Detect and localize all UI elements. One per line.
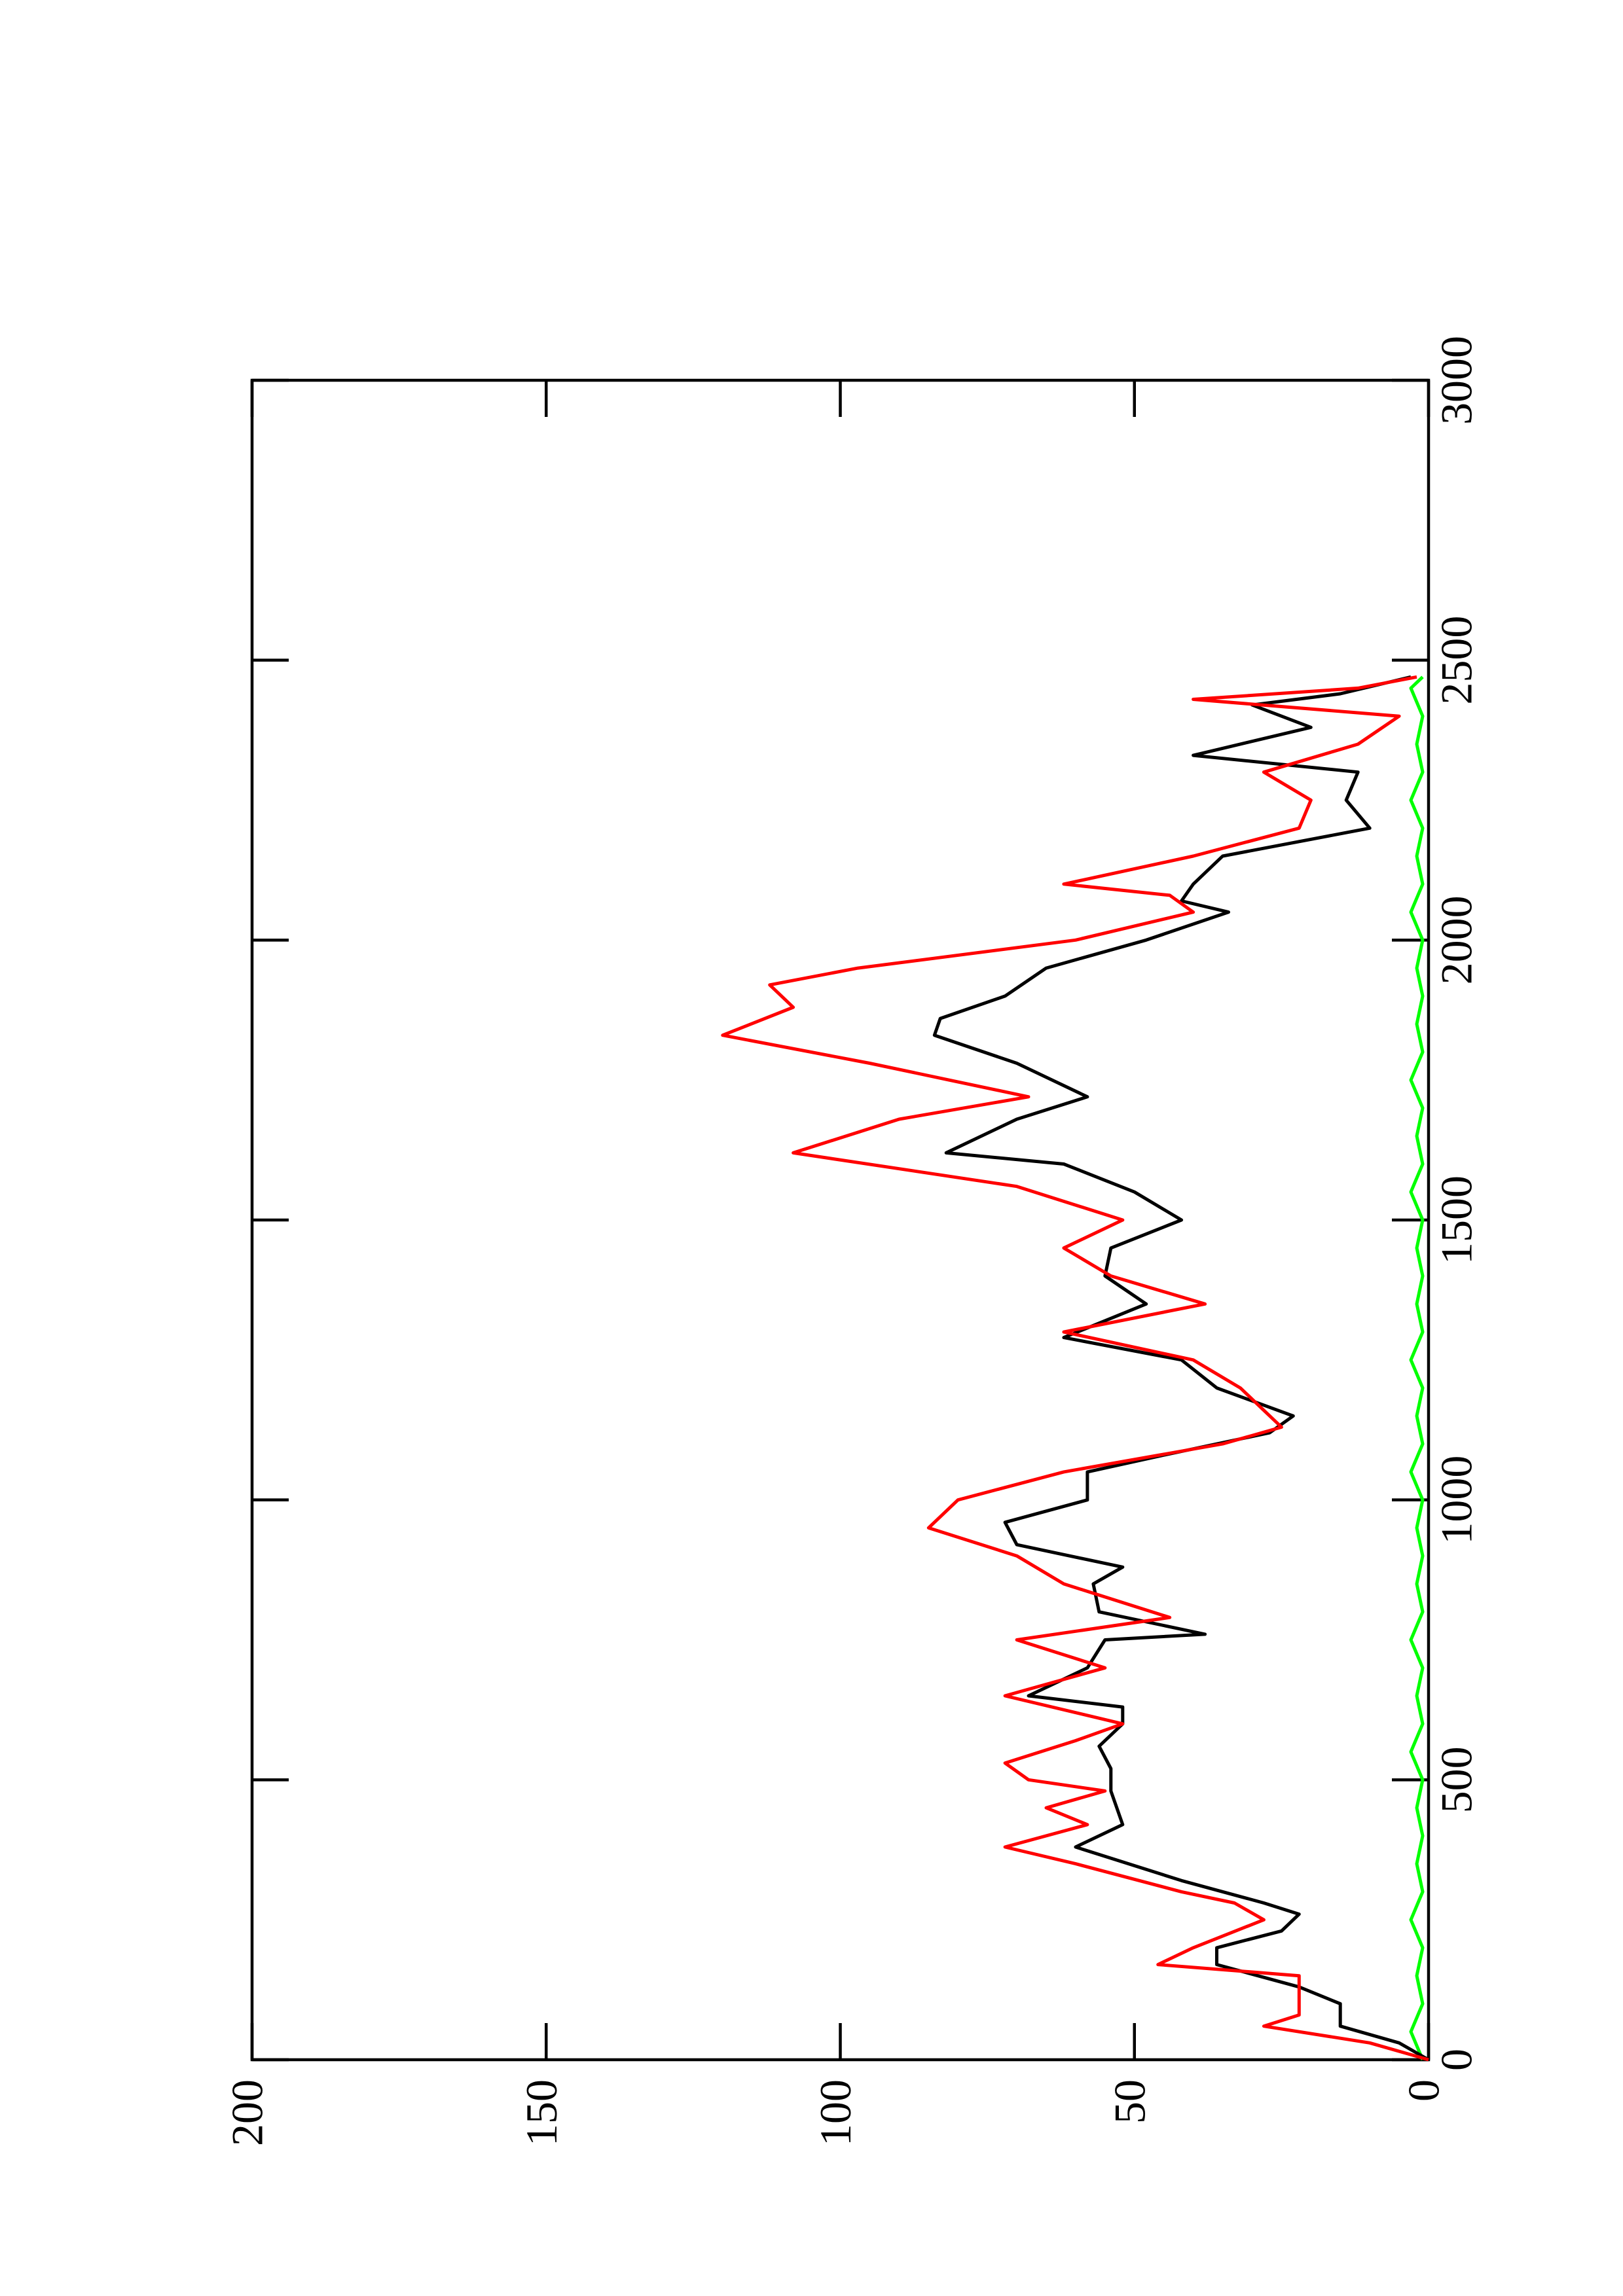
y-tick-label: 100 xyxy=(811,2079,860,2146)
chart: 0 500 1000 1500 2000 2500 3000 0 50 100 150 200 xyxy=(223,336,1482,2146)
x-tick-label: 1000 xyxy=(1432,1456,1482,1545)
x-tick-label: 2500 xyxy=(1432,616,1482,705)
x-tick-label: 3000 xyxy=(1432,336,1482,425)
y-tick-label: 200 xyxy=(223,2079,272,2146)
series-line xyxy=(932,675,1430,2062)
series-line xyxy=(721,675,1429,2062)
x-tick-label: 2000 xyxy=(1432,895,1482,984)
plot-frame xyxy=(250,378,1431,2062)
x-tick-label: 500 xyxy=(1432,1746,1482,1813)
y-tick-label: 50 xyxy=(1104,2079,1154,2124)
x-tick-label: 0 xyxy=(1432,2049,1482,2071)
x-tick-label: 1500 xyxy=(1432,1175,1482,1265)
y-tick-label: 150 xyxy=(517,2079,566,2146)
series-line xyxy=(1409,675,1425,2060)
y-tick-label: 0 xyxy=(1399,2079,1449,2102)
